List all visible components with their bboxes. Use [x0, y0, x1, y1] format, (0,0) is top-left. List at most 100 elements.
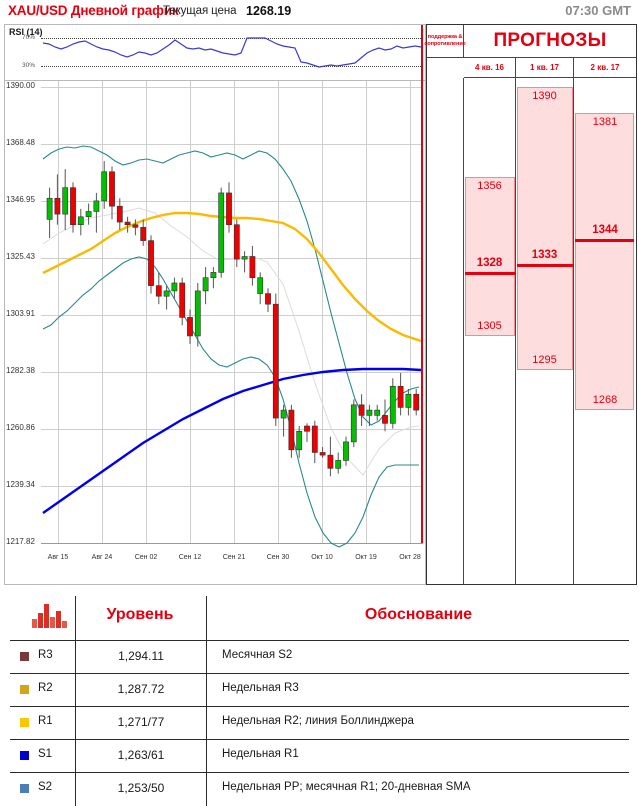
level-value: 1,263/61	[117, 748, 165, 762]
x-axis-label: Авг 15	[47, 554, 69, 561]
level-code: S1	[38, 748, 53, 760]
forecast-low-q2-17: 1268	[592, 394, 618, 406]
forecast-high-q1-17: 1390	[532, 90, 557, 102]
forecast-column-q4-16: 1356 1328 1305	[464, 78, 516, 584]
gridline-y	[41, 201, 423, 202]
y-axis-label: 1368.48	[6, 138, 35, 147]
y-axis-label: 1260.86	[6, 423, 35, 432]
forecast-col-header-q1-17: 1 кв. 17	[516, 58, 574, 78]
forecast-high-q4-16: 1356	[477, 180, 502, 192]
level-color-swatch	[20, 784, 29, 793]
forecast-mid-line-q2-17	[575, 239, 634, 242]
gridline-y	[41, 315, 423, 316]
forecast-column-q2-17: 1381 1344 1268	[574, 78, 636, 584]
level-code: S2	[38, 781, 53, 793]
price-chart[interactable]: RSI (14) 70% 30% 1390.00 1368.48 1346.95	[4, 24, 426, 585]
forecast-mid-q4-16: 1328	[476, 257, 503, 269]
level-reason: Недельная R1	[222, 748, 299, 760]
x-axis-label: Сен 12	[178, 554, 202, 561]
table-header-row: Уровень Обоснование	[0, 592, 639, 640]
current-price-label: Текущая цена	[163, 5, 237, 17]
y-axis-label: 1346.95	[6, 195, 35, 204]
rsi-label: RSI (14)	[9, 27, 43, 37]
x-axis-label: Сен 30	[266, 554, 290, 561]
table-row-divider	[10, 640, 629, 641]
level-color-swatch	[20, 652, 29, 661]
current-price-value: 1268.19	[246, 4, 292, 18]
support-resistance-header: поддержка & сопротивление	[424, 25, 466, 58]
forecast-col-header-q4-16: 4 кв. 16	[464, 58, 516, 78]
level-value: 1,294.11	[118, 649, 164, 663]
column-header-reason: Обоснование	[364, 606, 473, 623]
gridline-x	[322, 81, 323, 543]
gridline-y	[41, 258, 423, 259]
forecast-sr-column	[427, 78, 464, 584]
table-row-divider	[10, 739, 629, 740]
gridline-y	[41, 87, 423, 88]
forecast-low-q4-16: 1305	[477, 320, 502, 332]
table-row-divider	[10, 706, 629, 707]
table-col-divider	[75, 596, 76, 806]
forecast-col-header-q2-17: 2 кв. 17	[574, 58, 636, 78]
forecast-bar-q1-17	[517, 87, 573, 370]
forecast-mid-line-q1-17	[517, 264, 573, 267]
level-value: 1,253/50	[117, 781, 165, 795]
axis-x	[41, 543, 423, 544]
forecast-title: ПРОГНОЗЫ	[464, 25, 636, 58]
x-axis-label: Авг 24	[91, 554, 113, 561]
gridline-x	[234, 81, 235, 543]
y-axis-label: 1325.43	[6, 252, 35, 261]
y-axis-label: 1390.00	[6, 81, 35, 90]
forecast-high-q2-17: 1381	[592, 116, 618, 128]
forecast-panel: поддержка & сопротивление ПРОГНОЗЫ 4 кв.…	[424, 24, 637, 585]
levels-table: Уровень Обоснование R3 1,294.11 Месячная…	[0, 592, 639, 806]
gridline-y	[41, 372, 423, 373]
forecast-mid-line-q4-16	[465, 272, 515, 275]
sr-label-line1: поддержка &	[427, 34, 463, 40]
forecast-bar-q2-17	[575, 113, 634, 410]
level-code: R1	[38, 715, 53, 727]
price-panel: 1390.00 1368.48 1346.95 1325.43 1303.91 …	[5, 81, 425, 584]
level-color-swatch	[20, 718, 29, 727]
x-axis-label: Окт 10	[311, 554, 333, 561]
gridline-x	[58, 81, 59, 543]
rsi-line-chart	[42, 37, 422, 68]
forecast-column-q1-17: 1390 1333 1295	[516, 78, 574, 584]
table-col-divider	[206, 596, 207, 806]
level-code: R2	[38, 682, 53, 694]
gridline-y	[41, 486, 423, 487]
level-code: R3	[38, 649, 53, 661]
rsi-tick-70: 70%	[22, 34, 36, 41]
header-bar: XAU/USD Дневной график Текущая цена 1268…	[0, 0, 639, 24]
bar-chart-icon	[32, 604, 67, 628]
current-price-marker-line	[421, 81, 423, 543]
candlestick-series	[46, 161, 420, 477]
level-reason: Недельная R3	[222, 682, 299, 694]
gridline-x	[410, 81, 411, 543]
level-value: 1,271/77	[117, 715, 165, 729]
x-axis-label: Сен 21	[222, 554, 246, 561]
timestamp: 07:30 GMT	[565, 3, 631, 18]
level-color-swatch	[20, 685, 29, 694]
page-title: XAU/USD Дневной график	[8, 3, 179, 18]
x-axis-label: Окт 28	[399, 554, 421, 561]
x-axis-label: Сен 02	[134, 554, 158, 561]
level-reason: Месячная S2	[222, 649, 293, 661]
y-axis-label: 1303.91	[6, 309, 35, 318]
level-value: 1,287.72	[117, 682, 165, 696]
table-row-divider	[10, 673, 629, 674]
gridline-x	[102, 81, 103, 543]
rsi-overbought-line	[41, 38, 421, 39]
gridline-y	[41, 429, 423, 430]
x-axis-label: Окт 19	[355, 554, 377, 561]
level-reason: Недельная R2; линия Боллинджера	[222, 715, 414, 727]
gridline-y	[41, 144, 423, 145]
rsi-panel: RSI (14) 70% 30%	[5, 25, 425, 81]
rsi-oversold-line	[41, 66, 421, 67]
forecast-mid-q1-17: 1333	[531, 249, 558, 261]
table-row-divider	[10, 772, 629, 773]
y-axis-label: 1239.34	[6, 480, 35, 489]
level-color-swatch	[20, 751, 29, 760]
y-axis-label: 1282.38	[6, 366, 35, 375]
